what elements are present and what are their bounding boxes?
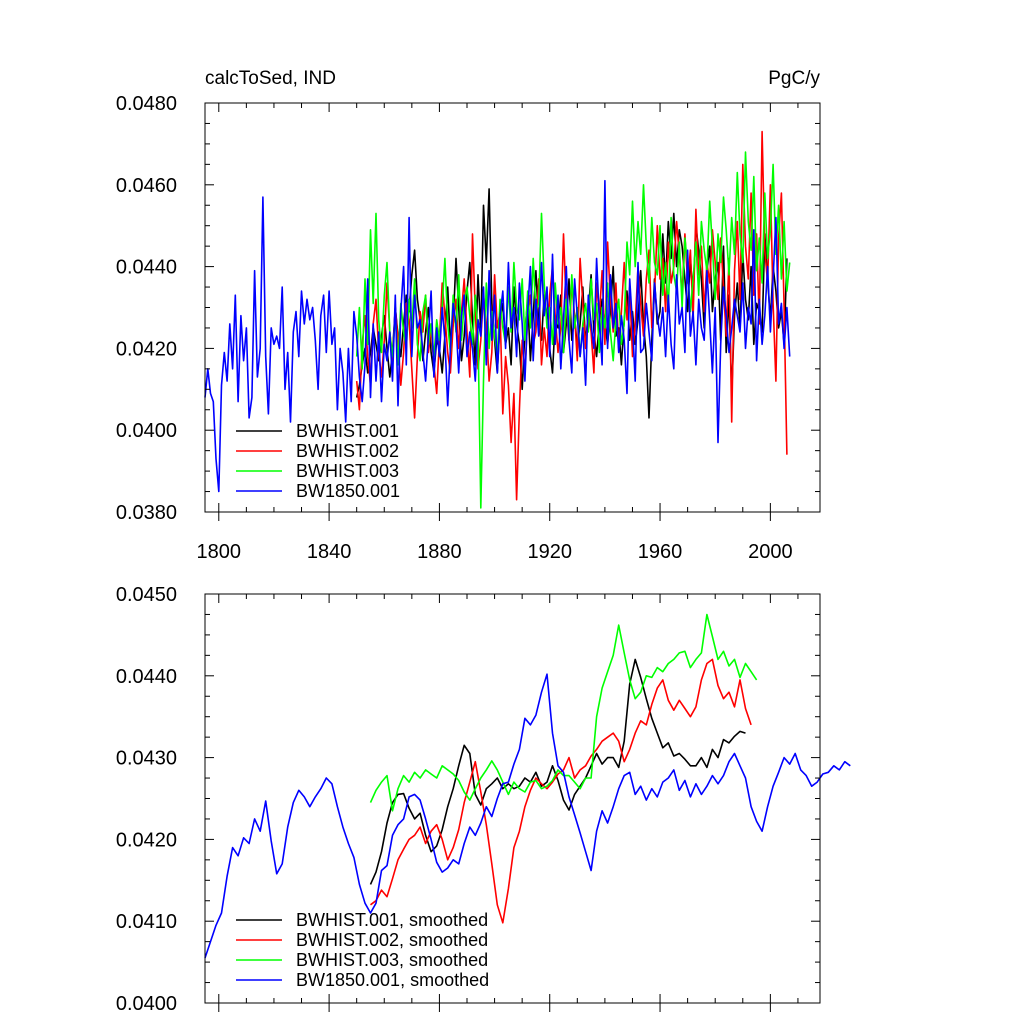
y-tick-label: 0.0460 xyxy=(116,175,177,197)
y-tick-label: 0.0440 xyxy=(116,666,177,688)
series-line-4 xyxy=(204,673,851,959)
x-tick-label: 2000 xyxy=(748,541,793,563)
series-lines xyxy=(204,613,851,959)
y-axis-labels: 0.0400 0.0410 0.0420 0.0430 0.0440 0.0450 xyxy=(116,584,177,1015)
y-tick-label: 0.0380 xyxy=(116,502,177,524)
series-line-1 xyxy=(355,188,788,419)
y-tick-label: 0.0420 xyxy=(116,338,177,360)
chart-title-left: calcToSed, IND xyxy=(205,68,336,89)
plot-frame xyxy=(204,593,821,1004)
x-tick-label: 1840 xyxy=(307,541,352,563)
legend-label: BW1850.001, smoothed xyxy=(296,970,489,990)
legend-label: BWHIST.002, smoothed xyxy=(296,930,488,950)
y-tick-label: 0.0480 xyxy=(116,93,177,115)
legend-label: BWHIST.001, smoothed xyxy=(296,910,488,930)
x-tick-label: 1960 xyxy=(638,541,683,563)
legend-label: BWHIST.002 xyxy=(296,441,399,461)
axis-ticks xyxy=(205,102,820,521)
y-tick-label: 0.0440 xyxy=(116,257,177,279)
plot-frame xyxy=(204,102,821,513)
series-lines xyxy=(204,130,791,509)
axis-ticks xyxy=(205,593,820,1012)
y-tick-label: 0.0400 xyxy=(116,420,177,442)
chart-title-right: PgC/y xyxy=(768,68,820,89)
x-tick-label: 1920 xyxy=(527,541,572,563)
panel-smoothed: 0.0400 0.0410 0.0420 0.0430 0.0440 0.0450 BWH… xyxy=(116,584,851,1015)
y-tick-label: 0.0420 xyxy=(116,829,177,851)
panel-raw: calcToSed, IND PgC/y 0.03800.04000.04200… xyxy=(116,68,821,563)
legend-label: BW1850.001 xyxy=(296,481,400,501)
y-tick-label: 0.0410 xyxy=(116,911,177,933)
legend-label: BWHIST.003 xyxy=(296,461,399,481)
y-tick-label: 0.0400 xyxy=(116,993,177,1015)
series-line-4 xyxy=(204,179,791,493)
legend-label: BWHIST.001 xyxy=(296,421,399,441)
y-tick-label: 0.0430 xyxy=(116,748,177,770)
x-axis-labels: 1800 1840 1880 1920 1960 2000 xyxy=(197,541,793,563)
y-tick-label: 0.0450 xyxy=(116,584,177,606)
x-tick-label: 1800 xyxy=(197,541,242,563)
legend-label: BWHIST.003, smoothed xyxy=(296,950,488,970)
y-axis-labels: 0.0380 0.0400 0.0420 0.0440 0.0460 0.0480 xyxy=(116,93,177,524)
x-tick-label: 1880 xyxy=(417,541,462,563)
